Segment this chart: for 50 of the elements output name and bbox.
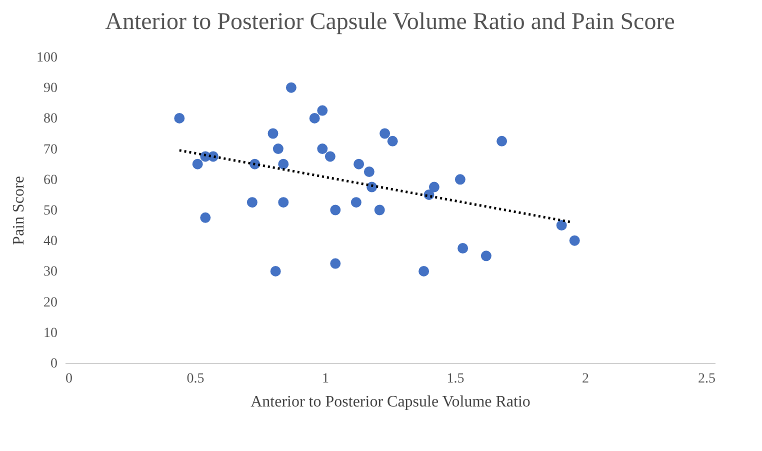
- y-tick-label: 100: [36, 50, 58, 66]
- point: [192, 158, 203, 170]
- y-tick-label: 80: [44, 112, 58, 127]
- point: [354, 158, 364, 170]
- point: [278, 158, 289, 170]
- point: [350, 197, 362, 208]
- y-tick-label: 40: [44, 234, 58, 250]
- point: [272, 144, 284, 154]
- point: [309, 112, 320, 124]
- point: [268, 128, 278, 139]
- point: [418, 266, 430, 276]
- point: [246, 197, 258, 208]
- point: [174, 112, 185, 124]
- x-tick-label: 2: [582, 372, 589, 386]
- x-tick-label: 1.5: [446, 372, 464, 386]
- point: [330, 204, 341, 216]
- point: [317, 105, 328, 116]
- y-tick-label: 60: [44, 172, 58, 188]
- point: [496, 136, 508, 146]
- point: [387, 136, 398, 146]
- point: [374, 204, 385, 216]
- x-tick-label: 0.5: [186, 372, 204, 386]
- point: [569, 235, 580, 246]
- point: [200, 212, 211, 223]
- x-tick-label: 2.5: [698, 372, 716, 386]
- point: [317, 144, 328, 154]
- x-tick-label: 1: [322, 372, 329, 386]
- chart-title: Anterior to Posterior Capsule Volume Ratio and Pain Score: [105, 9, 675, 35]
- x-tick-label: 0: [66, 372, 72, 386]
- y-tick-label: 70: [44, 142, 58, 158]
- point: [556, 220, 567, 231]
- point: [428, 182, 440, 192]
- point: [480, 250, 492, 262]
- point: [286, 82, 296, 93]
- y-axis-title: Pain Score: [10, 176, 28, 245]
- point: [330, 258, 341, 269]
- y-tick-label: 30: [44, 264, 58, 280]
- y-tick-label: 20: [44, 295, 58, 310]
- point: [454, 174, 466, 185]
- point: [458, 243, 468, 254]
- point: [324, 151, 336, 162]
- y-tick-label: 90: [44, 81, 58, 96]
- y-tick-label: 0: [50, 356, 58, 372]
- point: [380, 128, 390, 139]
- point: [270, 266, 281, 276]
- y-tick-label: 50: [44, 204, 58, 218]
- y-tick-label: 10: [44, 326, 58, 341]
- point: [278, 197, 289, 208]
- x-axis-title: Anterior to Posterior Capsule Volume Ratio: [250, 394, 530, 410]
- point: [364, 166, 374, 177]
